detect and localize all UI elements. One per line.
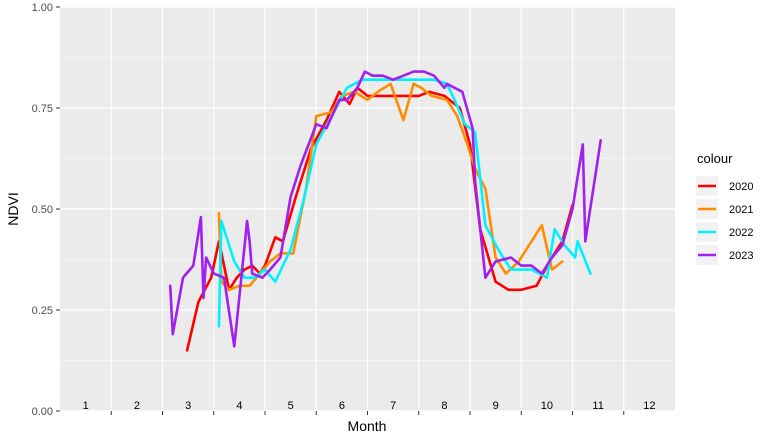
legend: colour 2020 2021 2022 2023	[696, 151, 753, 265]
y-tick-label: 0.50	[32, 204, 53, 216]
y-tick-label: 1.00	[32, 2, 53, 14]
series-line-2023	[168, 70, 603, 348]
legend-label-2023: 2023	[729, 250, 753, 262]
legend-label-2022: 2022	[729, 227, 753, 239]
x-axis	[110, 411, 625, 415]
legend-label-2020: 2020	[729, 181, 753, 193]
month-labels: 1 2 3 4 5 6 7 8 9 10 11 12	[83, 400, 656, 412]
month-label: 6	[339, 400, 345, 412]
month-label: 9	[493, 400, 499, 412]
month-label: 7	[390, 400, 396, 412]
series-line-2022	[217, 78, 592, 328]
y-tick-label: 0.00	[32, 406, 53, 418]
month-label: 2	[134, 400, 140, 412]
y-axis-title: NDVI	[5, 192, 21, 225]
month-label: 1	[83, 400, 89, 412]
y-tick-label: 0.75	[32, 103, 53, 115]
series-lines	[168, 70, 603, 352]
month-label: 3	[185, 400, 191, 412]
month-label: 10	[541, 400, 553, 412]
y-tick-label: 0.25	[32, 305, 53, 317]
month-label: 5	[288, 400, 294, 412]
month-label: 12	[643, 400, 655, 412]
month-label: 4	[236, 400, 242, 412]
legend-title: colour	[697, 151, 733, 166]
y-axis: 0.00 0.25 0.50 0.75 1.00	[32, 2, 60, 418]
month-label: 8	[441, 400, 447, 412]
legend-label-2021: 2021	[729, 204, 753, 216]
x-axis-title: Month	[348, 418, 387, 434]
grid-lines	[60, 6, 675, 412]
month-label: 11	[592, 400, 603, 412]
